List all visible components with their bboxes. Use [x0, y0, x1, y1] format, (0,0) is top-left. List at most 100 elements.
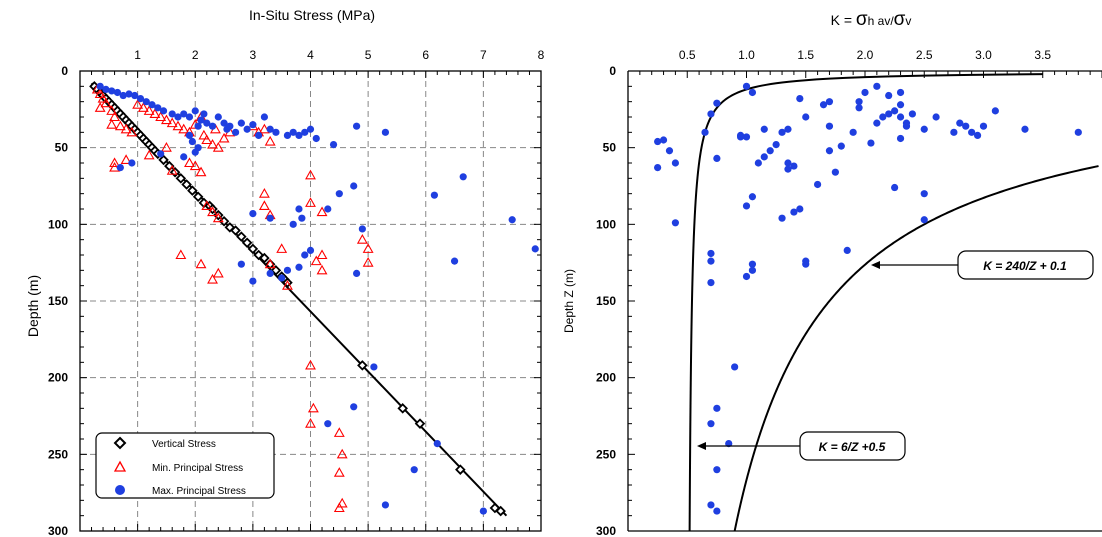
point-vertical-stress	[414, 418, 426, 429]
point-min-principal-stress	[195, 166, 207, 177]
point-max-principal-stress	[197, 116, 205, 124]
point-max-principal-stress	[272, 128, 280, 136]
point-vertical-stress	[397, 403, 408, 414]
point-max-principal-stress	[353, 269, 361, 277]
point-k-ratio	[837, 142, 845, 150]
point-k-ratio	[665, 147, 674, 155]
right-y-tick-label: 50	[603, 141, 617, 155]
point-max-principal-stress	[154, 104, 162, 112]
point-min-principal-stress	[175, 249, 187, 260]
point-min-principal-stress	[212, 212, 224, 223]
left-x-tick-label: 6	[422, 48, 429, 62]
point-k-ratio	[861, 88, 869, 97]
point-k-ratio	[707, 257, 715, 265]
point-max-principal-stress	[249, 277, 257, 285]
legend-label-min: Min. Principal Stress	[152, 463, 243, 474]
point-k-ratio	[920, 216, 928, 224]
point-min-principal-stress	[94, 88, 106, 99]
point-max-principal-stress	[329, 141, 338, 149]
point-max-principal-stress	[306, 125, 315, 133]
point-k-ratio	[713, 466, 721, 474]
point-k-ratio	[760, 153, 768, 161]
point-k-ratio	[879, 113, 887, 121]
point-max-principal-stress	[203, 119, 211, 127]
point-max-principal-stress	[168, 110, 176, 118]
point-max-principal-stress	[266, 214, 274, 222]
point-k-ratio	[867, 139, 875, 147]
point-k-ratio	[713, 154, 721, 162]
point-k-ratio	[671, 219, 680, 227]
point-vertical-stress	[495, 505, 506, 517]
right-y-tick-label: 0	[609, 64, 616, 78]
right-y-tick-label: 250	[596, 447, 616, 461]
point-max-principal-stress	[185, 131, 194, 139]
left-x-tick-label: 3	[250, 48, 257, 62]
point-k-ratio	[778, 214, 786, 222]
point-k-ratio	[802, 113, 810, 121]
point-max-principal-stress	[96, 82, 104, 90]
point-k-ratio	[742, 272, 751, 281]
right-chart: 0.5 1.0 1.5 2.0 2.5 3.0 3.5 0 50 100 150 200 250 300	[596, 48, 1102, 537]
point-max-principal-stress	[350, 182, 358, 190]
point-k-ratio	[855, 104, 863, 112]
point-max-principal-stress	[283, 131, 292, 139]
point-min-principal-stress	[305, 359, 316, 370]
left-x-tick-label: 4	[307, 48, 314, 62]
point-max-principal-stress	[148, 101, 156, 109]
point-max-principal-stress	[289, 220, 297, 228]
point-max-principal-stress	[125, 90, 133, 98]
left-chart-title: In-Situ Stress (MPa)	[249, 7, 375, 23]
point-k-ratio	[962, 122, 970, 130]
point-vertical-stress	[230, 225, 241, 236]
point-k-ratio	[902, 122, 911, 130]
point-min-principal-stress	[264, 135, 276, 146]
point-min-principal-stress	[310, 255, 322, 266]
point-k-ratio	[920, 190, 928, 198]
point-min-principal-stress	[333, 467, 345, 477]
right-y-tick-label: 100	[596, 217, 616, 231]
point-max-principal-stress	[410, 466, 418, 474]
point-max-principal-stress	[381, 501, 390, 509]
point-min-principal-stress	[212, 267, 224, 278]
point-max-principal-stress	[301, 251, 309, 259]
point-min-principal-stress	[212, 142, 224, 152]
point-min-principal-stress	[97, 92, 109, 103]
point-max-principal-stress	[188, 137, 196, 146]
point-min-principal-stress	[207, 138, 218, 149]
legend-label-max: Max. Principal Stress	[152, 486, 246, 497]
point-min-principal-stress	[178, 123, 190, 134]
left-chart: 1 2 3 4 5 6 7 8 0 50 100 150 200 250 300	[48, 48, 545, 537]
point-k-ratio	[802, 257, 810, 265]
point-min-principal-stress	[362, 243, 374, 253]
point-k-ratio	[1021, 125, 1029, 133]
point-min-principal-stress	[160, 114, 172, 125]
point-min-principal-stress	[333, 502, 345, 513]
right-x-tick-label: 0.5	[679, 48, 696, 62]
point-min-principal-stress	[316, 264, 328, 275]
point-min-principal-stress	[137, 102, 149, 112]
point-max-principal-stress	[459, 173, 467, 181]
point-max-principal-stress	[180, 110, 188, 118]
point-k-ratio	[707, 249, 715, 258]
right-y-tick-label: 200	[596, 371, 616, 385]
point-min-principal-stress	[336, 497, 348, 508]
point-max-principal-stress	[194, 122, 202, 130]
point-max-principal-stress	[237, 119, 245, 127]
point-k-ratio	[896, 113, 905, 121]
point-max-principal-stress	[358, 225, 366, 233]
point-max-principal-stress	[108, 87, 116, 95]
point-vertical-stress	[357, 360, 368, 371]
right-x-tick-label: 1.5	[797, 48, 814, 62]
point-k-ratio	[707, 420, 715, 428]
point-min-principal-stress	[198, 129, 210, 140]
point-k-ratio	[671, 159, 680, 167]
point-max-principal-stress	[430, 191, 438, 199]
point-k-ratio	[766, 147, 774, 155]
right-chart-title: K = σh av/σv	[831, 9, 912, 30]
point-k-ratio	[731, 363, 739, 371]
point-min-principal-stress	[106, 105, 118, 115]
point-max-principal-stress	[312, 134, 320, 143]
point-k-ratio	[873, 82, 881, 90]
left-y-tick-label: 250	[48, 447, 68, 461]
point-max-principal-stress	[531, 245, 539, 253]
